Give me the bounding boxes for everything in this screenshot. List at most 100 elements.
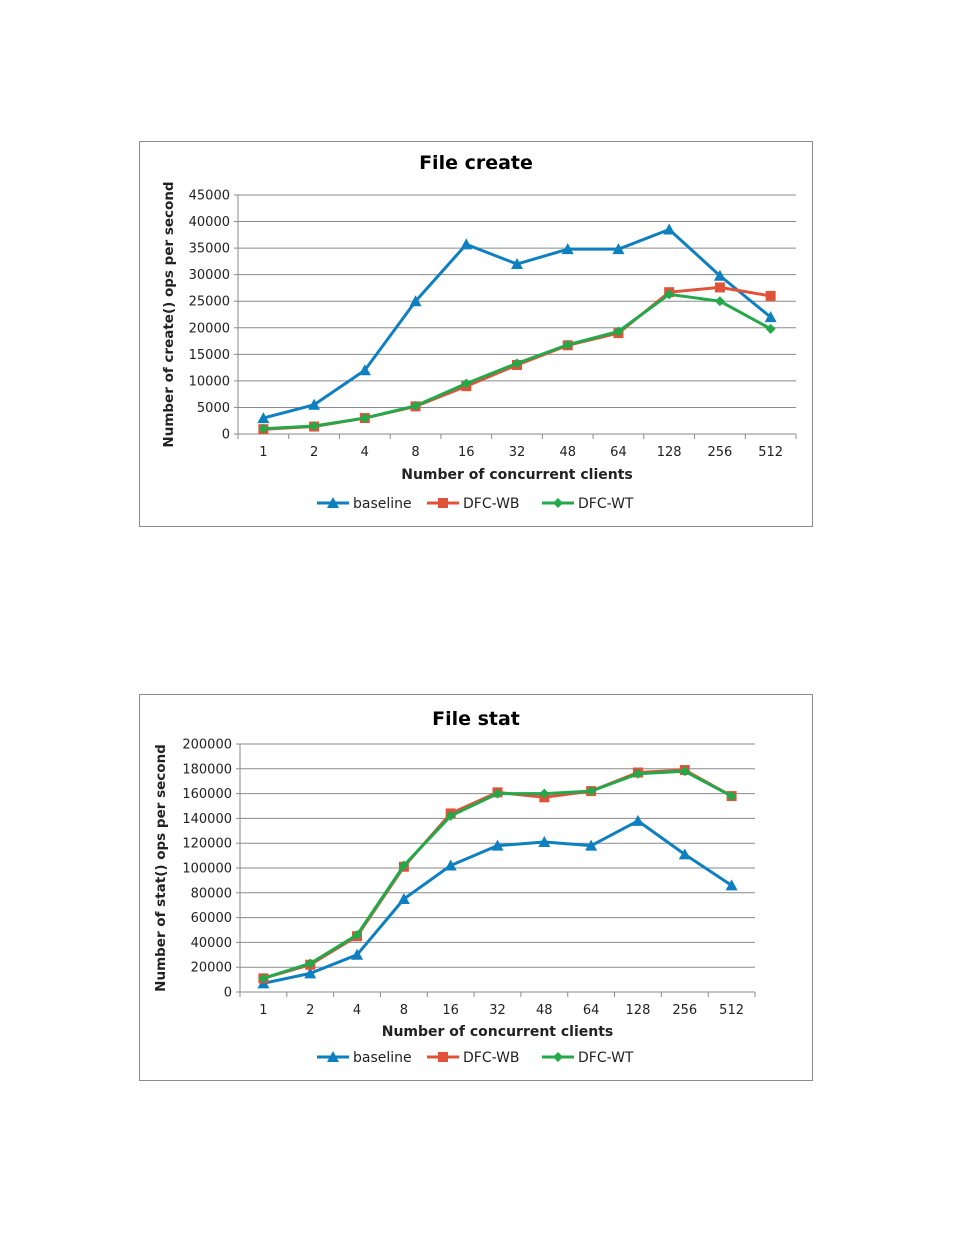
series-line-DFC-WT — [262, 769, 733, 980]
legend-label-baseline: baseline — [353, 496, 412, 512]
data-point-baseline — [612, 243, 625, 255]
x-tick-label: 16 — [458, 445, 475, 460]
file-stat-chart: File stat 0 20000 40000 60000 80000 100000 120… — [139, 694, 813, 1081]
series-line-DFC-WB — [263, 285, 771, 431]
legend-marker-DFC-WB — [438, 1052, 448, 1062]
y-tick-label: 80000 — [191, 886, 232, 901]
data-point-baseline — [585, 839, 598, 851]
data-point-baseline — [491, 839, 504, 851]
data-point-DFC-WT — [632, 768, 643, 779]
data-point-DFC-WT — [352, 929, 363, 940]
y-tick-label: 100000 — [182, 862, 232, 877]
x-tick-label: 512 — [758, 445, 783, 460]
x-tick-label: 48 — [559, 445, 576, 460]
data-point-DFC-WB — [765, 290, 776, 301]
y-axis-label: Number of create() ops per second — [161, 181, 177, 447]
data-point-baseline — [308, 398, 321, 410]
y-tick-label: 40000 — [189, 215, 230, 230]
x-tick-label: 2 — [310, 445, 318, 460]
x-tick-label: 8 — [400, 1003, 408, 1018]
x-tick-label: 512 — [719, 1003, 744, 1018]
y-tick-label: 40000 — [191, 936, 232, 951]
x-tick-label: 4 — [353, 1003, 361, 1018]
y-tick-label: 45000 — [189, 189, 230, 204]
y-tick-label: 160000 — [182, 787, 232, 802]
y-tick-label: 20000 — [191, 961, 232, 976]
data-point-DFC-WT — [492, 788, 503, 799]
x-axis-label: Number of concurrent clients — [401, 467, 633, 483]
y-tick-label: 20000 — [189, 321, 230, 336]
data-point-DFC-WT — [586, 786, 597, 797]
data-point-DFC-WT — [258, 973, 269, 984]
data-point-DFC-WT — [305, 958, 316, 969]
data-point-DFC-WT — [664, 289, 675, 300]
legend-label-baseline: baseline — [353, 1050, 412, 1066]
legend-label-DFC-WB: DFC-WB — [463, 496, 520, 512]
data-point-DFC-WT — [726, 791, 737, 802]
legend-marker-baseline — [327, 497, 339, 508]
x-axis-label: Number of concurrent clients — [382, 1024, 614, 1040]
data-point-baseline — [538, 835, 551, 847]
y-axis-label: Number of stat() ops per second — [153, 744, 169, 992]
data-point-DFC-WT — [445, 810, 456, 821]
data-point-DFC-WT — [398, 860, 409, 871]
y-tick-label: 35000 — [189, 242, 230, 257]
data-point-baseline — [304, 967, 317, 979]
y-tick-label: 180000 — [182, 762, 232, 777]
x-tick-label: 128 — [657, 445, 682, 460]
data-point-DFC-WT — [309, 421, 320, 432]
data-point-DFC-WT — [461, 378, 472, 389]
x-tick-label: 2 — [306, 1003, 314, 1018]
y-tick-label: 120000 — [182, 837, 232, 852]
data-point-DFC-WT — [765, 323, 776, 334]
file-stat-plot: 0 20000 40000 60000 80000 100000 120000 140000 1… — [153, 738, 756, 1066]
y-tick-label: 200000 — [182, 738, 232, 753]
y-tick-label: 10000 — [189, 374, 230, 389]
y-tick-label: 0 — [222, 428, 230, 443]
data-point-DFC-WT — [258, 423, 269, 434]
data-point-baseline — [764, 311, 777, 323]
data-point-DFC-WT — [613, 326, 624, 337]
y-tick-label: 25000 — [189, 295, 230, 310]
x-tick-label: 256 — [707, 445, 732, 460]
y-tick-label: 60000 — [191, 911, 232, 926]
y-tick-label: 140000 — [182, 812, 232, 827]
data-point-DFC-WT — [679, 766, 690, 777]
data-point-DFC-WT — [714, 296, 725, 307]
data-point-baseline — [713, 269, 726, 281]
x-tick-label: 128 — [626, 1003, 651, 1018]
file-create-plot: 0 5000 10000 15000 20000 25000 30000 35000 40000… — [161, 181, 797, 512]
data-point-DFC-WB — [714, 282, 725, 293]
data-point-baseline — [409, 295, 422, 307]
chart-title: File stat — [432, 708, 520, 730]
x-tick-label: 32 — [489, 1003, 506, 1018]
legend-marker-baseline — [327, 1051, 339, 1062]
x-tick-label: 1 — [259, 1003, 267, 1018]
data-point-baseline — [725, 879, 738, 891]
x-tick-label: 4 — [361, 445, 369, 460]
file-create-chart: File create 0 5000 10000 15000 20000 25000 300… — [139, 141, 813, 527]
legend-label-DFC-WT: DFC-WT — [578, 496, 634, 512]
data-point-baseline — [678, 848, 691, 860]
y-tick-label: 15000 — [189, 348, 230, 363]
x-tick-label: 48 — [536, 1003, 553, 1018]
data-point-baseline — [444, 859, 457, 871]
data-point-DFC-WT — [539, 788, 550, 799]
data-point-DFC-WT — [410, 400, 421, 411]
y-tick-label: 0 — [224, 986, 232, 1001]
chart-title: File create — [419, 152, 533, 174]
data-point-baseline — [460, 238, 473, 250]
x-tick-label: 8 — [411, 445, 419, 460]
legend-marker-DFC-WB — [438, 498, 448, 508]
x-tick-label: 64 — [610, 445, 627, 460]
legend-marker-DFC-WT — [553, 498, 563, 508]
x-tick-label: 32 — [509, 445, 526, 460]
data-point-baseline — [561, 243, 574, 255]
legend-label-DFC-WT: DFC-WT — [578, 1050, 634, 1066]
data-point-baseline — [511, 258, 523, 270]
y-tick-label: 5000 — [197, 401, 230, 416]
data-point-baseline — [257, 412, 270, 424]
data-point-baseline — [351, 948, 364, 960]
legend-label-DFC-WB: DFC-WB — [463, 1050, 520, 1066]
data-point-DFC-WT — [359, 413, 370, 424]
